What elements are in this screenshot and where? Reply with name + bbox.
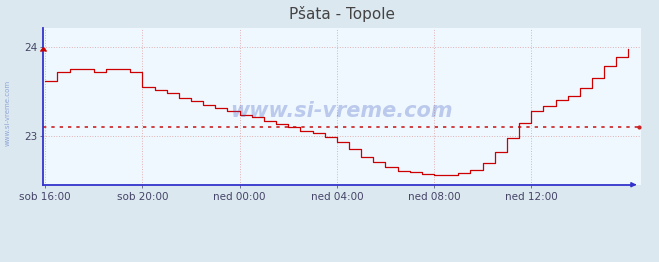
- Title: Pšata - Topole: Pšata - Topole: [289, 6, 395, 22]
- Text: www.si-vreme.com: www.si-vreme.com: [231, 101, 453, 121]
- Text: www.si-vreme.com: www.si-vreme.com: [5, 80, 11, 146]
- Legend: temperatura [C]: temperatura [C]: [278, 259, 405, 262]
